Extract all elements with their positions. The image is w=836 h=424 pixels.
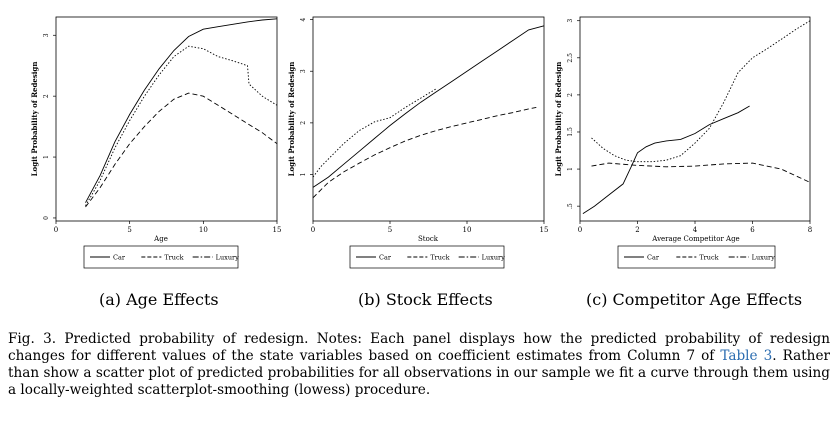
y-tick-label: 3 xyxy=(43,33,50,37)
y-tick-label: 1 xyxy=(567,167,574,171)
y-tick-label: 4 xyxy=(300,17,307,21)
x-axis-label: Age xyxy=(153,235,168,243)
legend-label-car: Car xyxy=(379,254,392,262)
series-line-luxury xyxy=(85,45,278,207)
y-tick-label: 1 xyxy=(300,173,307,177)
table-3-link[interactable]: Table 3 xyxy=(720,348,773,364)
x-tick-label: 15 xyxy=(540,226,549,234)
x-tick-label: 6 xyxy=(750,226,755,234)
caption-text-before: Predicted probability of redesign. Notes… xyxy=(8,331,830,364)
y-tick-label: 1.5 xyxy=(567,127,574,137)
chart-panel-3: 0 2 4 6 8 .5 1 1.5 2 2.5 3 Average Competitor Age Lo… xyxy=(554,16,812,269)
x-tick-label: 10 xyxy=(199,226,208,234)
series-line-car xyxy=(582,105,750,214)
y-tick-label: 3 xyxy=(567,19,574,23)
y-tick-label: 3 xyxy=(300,69,307,73)
legend-box xyxy=(617,245,776,269)
y-tick-label: 2 xyxy=(43,94,50,98)
x-tick-label: 10 xyxy=(463,226,472,234)
x-tick-label: 0 xyxy=(311,226,315,234)
y-tick-label: 2.5 xyxy=(567,53,574,63)
legend-label-luxury: Luxury xyxy=(752,254,775,262)
x-axis-label: Average Competitor Age xyxy=(651,235,739,243)
series-line-truck xyxy=(85,92,278,208)
y-tick-label: .5 xyxy=(567,203,574,209)
x-tick-label: 0 xyxy=(54,226,58,234)
y-tick-label: 0 xyxy=(43,216,50,220)
series-line-luxury xyxy=(591,20,811,163)
legend-label-luxury: Luxury xyxy=(482,254,505,262)
x-tick-label: 5 xyxy=(127,226,131,234)
subcaption-a: (a) Age Effects xyxy=(99,290,219,309)
legend-label-truck: Truck xyxy=(164,254,183,262)
legend-label-car: Car xyxy=(647,254,660,262)
figure-caption: Fig. 3. Predicted probability of redesig… xyxy=(8,331,830,399)
legend-box xyxy=(349,245,505,269)
subcaption-b: (b) Stock Effects xyxy=(358,290,493,309)
y-tick-label: 1 xyxy=(43,155,50,159)
y-axis-label: Logit Probability of Redesign xyxy=(287,62,296,177)
x-tick-label: 15 xyxy=(273,226,282,234)
legend-label-truck: Truck xyxy=(430,254,449,262)
y-tick-label: 2 xyxy=(300,121,307,125)
plot-frame xyxy=(55,16,278,222)
y-axis-label: Logit Probability of Redesign xyxy=(554,62,563,177)
x-tick-label: 0 xyxy=(578,226,582,234)
chart-panel-2: 0 5 10 15 1 2 3 4 Stock Logit Probability of Rede… xyxy=(287,16,549,269)
series-line-truck xyxy=(591,162,811,183)
chart-panel-1: 0 5 10 15 0 1 2 3 Age Logit Probability of Redesi… xyxy=(30,16,282,269)
series-line-car xyxy=(312,25,545,188)
caption-label: Fig. 3. xyxy=(8,331,57,347)
legend-box xyxy=(83,245,239,269)
series-line-car xyxy=(85,18,278,203)
x-axis-label: Stock xyxy=(418,235,439,243)
x-tick-label: 8 xyxy=(808,226,812,234)
series-line-luxury xyxy=(312,88,437,178)
caption-text-after: . Rather than show a scatter plot of pre… xyxy=(8,348,830,398)
subcaption-c: (c) Competitor Age Effects xyxy=(586,290,803,309)
series-line-truck xyxy=(312,106,537,199)
y-tick-label: 2 xyxy=(567,93,574,97)
x-tick-label: 5 xyxy=(388,226,392,234)
legend-label-truck: Truck xyxy=(699,254,718,262)
y-axis-label: Logit Probability of Redesign xyxy=(30,62,39,177)
plot-frame xyxy=(312,16,545,222)
x-tick-label: 4 xyxy=(693,226,698,234)
x-tick-label: 2 xyxy=(635,226,639,234)
legend-label-car: Car xyxy=(113,254,126,262)
legend-label-luxury: Luxury xyxy=(216,254,239,262)
